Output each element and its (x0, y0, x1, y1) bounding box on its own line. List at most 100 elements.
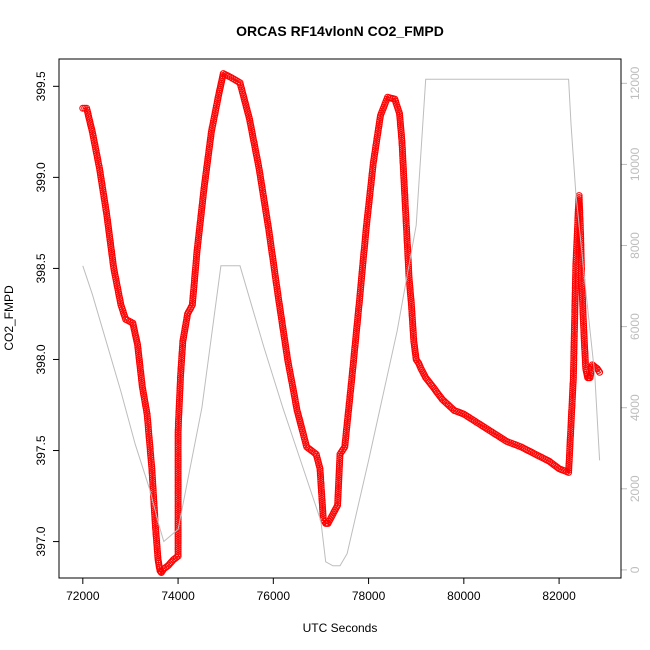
co2-point (571, 317, 579, 325)
co2-point (499, 435, 507, 443)
co2-point (572, 256, 580, 264)
co2-point (400, 183, 408, 190)
co2-point (577, 256, 585, 264)
co2-point (359, 255, 367, 263)
co2-point (356, 294, 364, 302)
co2-point (571, 306, 579, 314)
co2-point (145, 436, 153, 444)
co2-point (569, 374, 577, 382)
series-0 (79, 70, 604, 576)
co2-point (565, 464, 573, 472)
series-1 (82, 78, 601, 567)
co2-point (404, 256, 412, 264)
co2-point (571, 295, 579, 303)
co2-point (176, 396, 183, 403)
co2-point (174, 481, 182, 488)
co2-point (174, 426, 182, 434)
co2-point (360, 246, 368, 254)
co2-point (145, 432, 153, 440)
co2-point (190, 286, 198, 293)
co2-point (580, 332, 588, 340)
co2-point (362, 231, 370, 239)
y-axis-right: 0 2000 4000 6000 8000 10000 12000 (621, 66, 642, 573)
co2-point (149, 478, 157, 486)
co2-point (401, 198, 409, 206)
co2-point (174, 457, 182, 465)
co2-point (174, 433, 182, 441)
co2-point (176, 391, 184, 399)
co2-point (148, 467, 156, 475)
co2-point (400, 167, 407, 175)
co2-point (336, 450, 344, 458)
co2-point (369, 163, 377, 171)
co2-point (577, 250, 585, 258)
co2-point (361, 240, 369, 248)
co2-point (483, 425, 491, 433)
co2-point (176, 385, 184, 393)
co2-point (578, 285, 586, 293)
co2-point (342, 434, 350, 442)
x-tick-label: 80000 (447, 589, 481, 603)
co2-point (350, 352, 358, 360)
co2-point (367, 181, 375, 189)
co2-point (359, 262, 367, 269)
co2-point (174, 544, 182, 551)
co2-point (569, 391, 576, 399)
co2-point (570, 337, 578, 344)
y-axis-label: CO2_FMPD (2, 285, 16, 351)
co2-point (193, 251, 201, 259)
y2-tick-label: 8000 (628, 232, 642, 259)
co2-point (579, 300, 587, 308)
co2-point (356, 288, 364, 296)
co2-point (403, 224, 410, 232)
co2-point (192, 264, 200, 272)
co2-point (366, 192, 374, 200)
co2-point (174, 422, 182, 430)
co2-point (147, 456, 155, 464)
co2-point (481, 424, 489, 432)
co2-point (571, 286, 579, 294)
co2-point (342, 430, 350, 438)
y-tick-label: 397.0 (34, 526, 48, 556)
co2-point (399, 161, 407, 169)
co2-point (571, 304, 579, 312)
co2-point (191, 275, 199, 283)
co2-point (566, 443, 574, 451)
co2-point (174, 520, 182, 528)
co2-point (402, 213, 410, 221)
co2-point (566, 451, 573, 459)
co2-point (571, 308, 579, 316)
y-tick-label: 397.5 (34, 435, 48, 465)
co2-point (570, 354, 578, 362)
co2-point (402, 211, 410, 219)
co2-point (400, 174, 408, 182)
co2-point (343, 419, 351, 427)
co2-point (357, 283, 365, 291)
x-tick-label: 72000 (66, 589, 100, 603)
co2-point (407, 301, 415, 309)
co2-point (399, 150, 407, 158)
co2-point (469, 416, 477, 424)
co2-point (361, 235, 369, 243)
co2-point (358, 268, 366, 276)
co2-point (146, 439, 154, 446)
co2-point (398, 141, 406, 149)
co2-point (150, 504, 158, 512)
co2-point (176, 378, 184, 386)
y2-tick-label: 4000 (628, 394, 642, 421)
co2-point (400, 180, 408, 188)
co2-point (147, 454, 155, 462)
co2-point (349, 363, 357, 371)
co2-point (176, 387, 184, 395)
co2-point (399, 157, 407, 164)
co2-point (580, 320, 587, 327)
co2-point (337, 448, 345, 456)
co2-point (579, 311, 587, 319)
co2-point (356, 297, 363, 304)
co2-point (570, 350, 578, 358)
co2-point (578, 270, 586, 277)
x-axis: 72000 74000 76000 78000 80000 82000 (66, 578, 576, 603)
co2-point (399, 152, 407, 160)
co2-point (403, 235, 411, 242)
